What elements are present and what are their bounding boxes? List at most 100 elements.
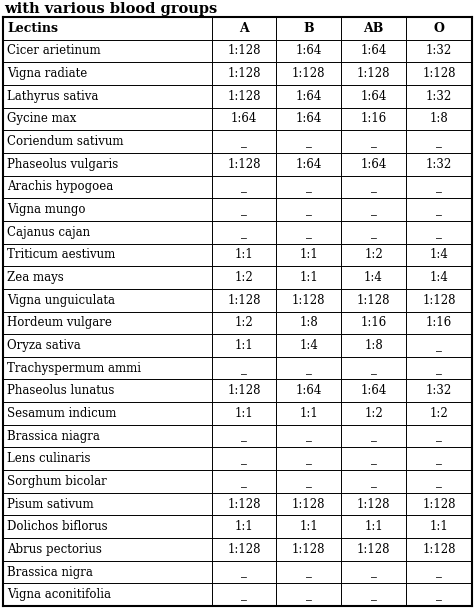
Text: 1:64: 1:64 <box>296 44 322 58</box>
Text: Arachis hypogoea: Arachis hypogoea <box>7 181 113 193</box>
Text: 1:128: 1:128 <box>228 157 261 171</box>
Text: 1:1: 1:1 <box>300 520 318 533</box>
Text: 1:8: 1:8 <box>364 339 383 352</box>
Text: 1:128: 1:128 <box>422 543 456 556</box>
Text: Pisum sativum: Pisum sativum <box>7 497 94 511</box>
Text: 1:128: 1:128 <box>228 497 261 511</box>
Text: _: _ <box>436 339 442 352</box>
Text: _: _ <box>371 135 376 148</box>
Text: 1:128: 1:128 <box>228 294 261 306</box>
Text: Cajanus cajan: Cajanus cajan <box>7 226 90 239</box>
Text: Brassica nigra: Brassica nigra <box>7 565 93 579</box>
Text: _: _ <box>371 452 376 465</box>
Text: _: _ <box>436 565 442 579</box>
Text: _: _ <box>436 452 442 465</box>
Text: Gycine max: Gycine max <box>7 112 76 125</box>
Text: 1:4: 1:4 <box>429 248 448 261</box>
Text: 1:32: 1:32 <box>426 157 452 171</box>
Text: with various blood groups: with various blood groups <box>4 2 217 16</box>
Text: Brassica niagra: Brassica niagra <box>7 430 100 443</box>
Text: _: _ <box>306 452 312 465</box>
Text: 1:64: 1:64 <box>360 157 387 171</box>
Text: _: _ <box>436 588 442 601</box>
Text: A: A <box>239 22 249 35</box>
Text: 1:2: 1:2 <box>235 271 254 284</box>
Text: 1:1: 1:1 <box>300 271 318 284</box>
Text: _: _ <box>306 181 312 193</box>
Text: 1:128: 1:128 <box>357 294 390 306</box>
Text: _: _ <box>371 203 376 216</box>
Text: 1:1: 1:1 <box>235 520 254 533</box>
Text: Coriendum sativum: Coriendum sativum <box>7 135 124 148</box>
Text: 1:128: 1:128 <box>228 44 261 58</box>
Text: 1:128: 1:128 <box>422 294 456 306</box>
Text: B: B <box>303 22 314 35</box>
Text: Zea mays: Zea mays <box>7 271 64 284</box>
Text: _: _ <box>306 475 312 488</box>
Text: 1:2: 1:2 <box>364 248 383 261</box>
Text: 1:2: 1:2 <box>429 407 448 420</box>
Text: 1:32: 1:32 <box>426 384 452 397</box>
Text: _: _ <box>241 588 247 601</box>
Text: 1:16: 1:16 <box>360 316 387 330</box>
Text: 1:128: 1:128 <box>292 67 326 80</box>
Text: 1:1: 1:1 <box>300 248 318 261</box>
Text: Phaseolus vulgaris: Phaseolus vulgaris <box>7 157 118 171</box>
Text: 1:4: 1:4 <box>429 271 448 284</box>
Text: 1:128: 1:128 <box>422 497 456 511</box>
Text: 1:128: 1:128 <box>228 90 261 103</box>
Text: Vigna radiate: Vigna radiate <box>7 67 87 80</box>
Text: 1:16: 1:16 <box>426 316 452 330</box>
Text: 1:64: 1:64 <box>296 157 322 171</box>
Text: Sesamum indicum: Sesamum indicum <box>7 407 117 420</box>
Text: _: _ <box>241 135 247 148</box>
Text: _: _ <box>306 565 312 579</box>
Text: _: _ <box>371 588 376 601</box>
Text: Lens culinaris: Lens culinaris <box>7 452 91 465</box>
Text: _: _ <box>241 181 247 193</box>
Text: 1:128: 1:128 <box>292 543 326 556</box>
Text: _: _ <box>436 430 442 443</box>
Text: _: _ <box>436 362 442 375</box>
Text: 1:128: 1:128 <box>357 543 390 556</box>
Text: 1:64: 1:64 <box>360 90 387 103</box>
Text: 1:8: 1:8 <box>429 112 448 125</box>
Text: 1:1: 1:1 <box>429 520 448 533</box>
Text: _: _ <box>306 430 312 443</box>
Text: 1:1: 1:1 <box>235 339 254 352</box>
Text: _: _ <box>241 226 247 239</box>
Text: Oryza sativa: Oryza sativa <box>7 339 81 352</box>
Text: 1:128: 1:128 <box>292 294 326 306</box>
Text: _: _ <box>371 181 376 193</box>
Text: 1:32: 1:32 <box>426 44 452 58</box>
Text: _: _ <box>436 181 442 193</box>
Text: _: _ <box>241 475 247 488</box>
Text: 1:64: 1:64 <box>296 112 322 125</box>
Text: _: _ <box>436 135 442 148</box>
Text: Dolichos biflorus: Dolichos biflorus <box>7 520 108 533</box>
Text: 1:64: 1:64 <box>360 384 387 397</box>
Text: 1:4: 1:4 <box>300 339 318 352</box>
Text: 1:128: 1:128 <box>228 67 261 80</box>
Text: Vigna unguiculata: Vigna unguiculata <box>7 294 115 306</box>
Text: 1:128: 1:128 <box>422 67 456 80</box>
Text: 1:1: 1:1 <box>235 248 254 261</box>
Text: 1:1: 1:1 <box>235 407 254 420</box>
Text: 1:1: 1:1 <box>300 407 318 420</box>
Text: _: _ <box>306 362 312 375</box>
Text: _: _ <box>306 203 312 216</box>
Text: 1:128: 1:128 <box>228 543 261 556</box>
Text: Triticum aestivum: Triticum aestivum <box>7 248 115 261</box>
Text: _: _ <box>371 362 376 375</box>
Text: AB: AB <box>364 22 383 35</box>
Text: 1:8: 1:8 <box>300 316 318 330</box>
Text: 1:16: 1:16 <box>360 112 387 125</box>
Text: 1:64: 1:64 <box>231 112 257 125</box>
Text: Sorghum bicolar: Sorghum bicolar <box>7 475 107 488</box>
Text: Vigna mungo: Vigna mungo <box>7 203 85 216</box>
Text: 1:32: 1:32 <box>426 90 452 103</box>
Text: _: _ <box>241 452 247 465</box>
Text: _: _ <box>306 226 312 239</box>
Text: _: _ <box>306 135 312 148</box>
Text: Trachyspermum ammi: Trachyspermum ammi <box>7 362 141 375</box>
